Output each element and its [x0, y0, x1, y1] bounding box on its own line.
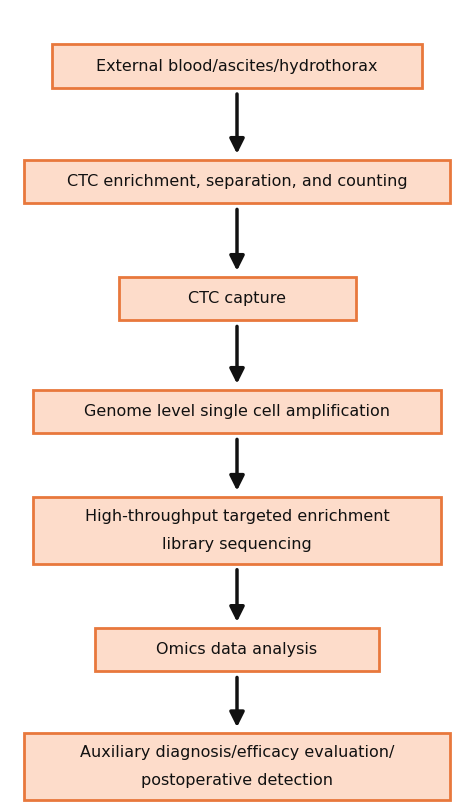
Text: Genome level single cell amplification: Genome level single cell amplification	[84, 404, 390, 419]
Text: Omics data analysis: Omics data analysis	[156, 642, 318, 657]
FancyBboxPatch shape	[52, 44, 422, 88]
FancyBboxPatch shape	[24, 733, 450, 801]
Text: CTC enrichment, separation, and counting: CTC enrichment, separation, and counting	[67, 174, 407, 189]
FancyBboxPatch shape	[33, 390, 441, 433]
Text: Auxiliary diagnosis/efficacy evaluation/: Auxiliary diagnosis/efficacy evaluation/	[80, 745, 394, 760]
FancyBboxPatch shape	[95, 628, 379, 671]
FancyBboxPatch shape	[33, 496, 441, 563]
Text: CTC capture: CTC capture	[188, 291, 286, 306]
Text: postoperative detection: postoperative detection	[141, 773, 333, 788]
Text: External blood/ascites/hydrothorax: External blood/ascites/hydrothorax	[96, 59, 378, 73]
FancyBboxPatch shape	[24, 160, 450, 203]
FancyBboxPatch shape	[118, 277, 356, 320]
Text: library sequencing: library sequencing	[162, 537, 312, 552]
Text: High-throughput targeted enrichment: High-throughput targeted enrichment	[85, 508, 389, 524]
